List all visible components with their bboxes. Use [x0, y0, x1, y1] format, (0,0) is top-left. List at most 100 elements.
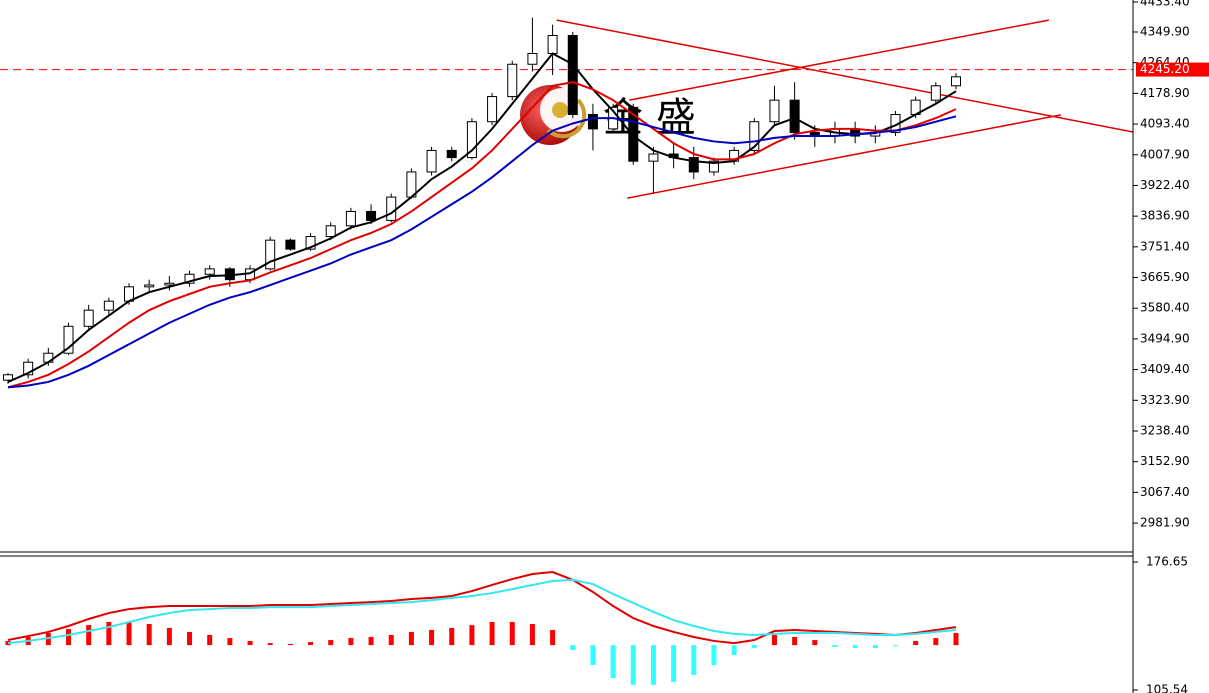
candle-body: [930, 85, 941, 101]
trendline: [627, 114, 1062, 199]
price-label: 4245.20: [1140, 62, 1190, 76]
y-tick-label: 4007.90: [1140, 147, 1190, 161]
y-tick-label: 3323.90: [1140, 393, 1190, 407]
histogram-bar: [691, 645, 697, 675]
candle-body: [265, 239, 276, 270]
histogram-bar: [348, 638, 354, 646]
candle-body: [103, 300, 114, 311]
histogram-bar: [308, 642, 314, 646]
candle-body: [204, 268, 215, 275]
y-tick-label: 3922.40: [1140, 178, 1190, 192]
histogram-bar: [872, 645, 878, 648]
y-tick-label: 3238.40: [1140, 423, 1190, 437]
histogram-bar: [953, 633, 959, 646]
y-tick-label: 176.65: [1146, 555, 1188, 569]
candle-body: [789, 99, 800, 133]
macd-line: [7, 578, 957, 645]
y-tick-label: 3152.90: [1140, 454, 1190, 468]
candle-body: [567, 35, 578, 116]
candle-body: [547, 35, 558, 54]
histogram-bar: [711, 645, 717, 666]
candle-body: [587, 114, 598, 130]
histogram-bar: [852, 645, 858, 648]
histogram-bar: [207, 635, 213, 646]
y-tick-label: 3067.40: [1140, 485, 1190, 499]
y-tick-label: 105.54: [1146, 682, 1188, 693]
histogram-bar: [550, 629, 556, 646]
candle-body: [305, 236, 316, 250]
histogram-bar: [751, 645, 757, 648]
histogram-bar: [489, 622, 495, 646]
histogram-bar: [630, 645, 636, 685]
histogram-bar: [933, 638, 939, 646]
y-tick-label: 4178.90: [1140, 86, 1190, 100]
candle-body: [527, 52, 538, 65]
candle-body: [648, 153, 659, 162]
y-tick-label: 4433.40: [1140, 0, 1190, 9]
candle-body: [628, 106, 639, 162]
histogram-bar: [529, 624, 535, 646]
histogram-bar: [388, 635, 394, 646]
candle-body: [769, 99, 780, 123]
candle-body: [285, 239, 296, 250]
y-tick-label: 3494.90: [1140, 331, 1190, 345]
histogram-bar: [66, 629, 72, 646]
candle-body: [144, 284, 155, 288]
histogram-bar: [146, 624, 152, 646]
candle-body: [749, 121, 760, 151]
price-panel: [0, 17, 1133, 389]
y-tick-label: 3580.40: [1140, 301, 1190, 315]
y-tick-label: 4349.90: [1140, 24, 1190, 38]
histogram-bar: [287, 643, 293, 646]
candle-body: [446, 149, 457, 159]
candle-body: [386, 196, 397, 221]
candle-body: [487, 96, 498, 123]
histogram-bar: [731, 645, 737, 655]
candle-body: [164, 282, 175, 286]
candle-body: [507, 63, 518, 98]
histogram-bar: [590, 645, 596, 666]
candle-body: [688, 157, 699, 173]
histogram-bar: [671, 645, 677, 682]
histogram-bar: [832, 645, 838, 648]
histogram-bar: [267, 643, 273, 646]
histogram-bar: [792, 636, 798, 646]
macd-panel: [5, 570, 959, 685]
y-tick-label: 2981.90: [1140, 516, 1190, 530]
axis-area: 4433.404349.904264.404178.904093.404007.…: [1133, 0, 1209, 693]
histogram-bar: [913, 640, 919, 646]
candle-body: [708, 160, 719, 173]
histogram-bar: [509, 622, 515, 646]
histogram-bar: [650, 645, 656, 685]
histogram-bar: [771, 635, 777, 646]
histogram-bar: [449, 627, 455, 646]
histogram-bar: [227, 638, 233, 646]
histogram-bar: [86, 625, 92, 646]
moving-average: [7, 115, 957, 389]
histogram-bar: [106, 622, 112, 646]
candle-body: [63, 325, 74, 354]
candle-body: [466, 121, 477, 159]
macd-line: [7, 570, 957, 645]
y-tick-label: 3665.90: [1140, 270, 1190, 284]
histogram-bar: [328, 640, 334, 646]
y-tick-label: 3836.90: [1140, 209, 1190, 223]
histogram-bar: [166, 627, 172, 646]
trendline: [556, 19, 1133, 133]
candle-body: [23, 361, 34, 376]
histogram-bar: [247, 640, 253, 646]
candle-body: [426, 149, 437, 173]
histogram-bar: [812, 640, 818, 646]
candle-body: [184, 273, 195, 284]
histogram-bar: [368, 636, 374, 646]
histogram-bar: [610, 645, 616, 679]
histogram-bar: [408, 631, 414, 646]
price-label-box: [1136, 62, 1209, 77]
candle-body: [950, 76, 961, 87]
histogram-bar: [429, 629, 435, 646]
histogram-bar: [570, 645, 576, 651]
trendline: [629, 19, 1049, 101]
